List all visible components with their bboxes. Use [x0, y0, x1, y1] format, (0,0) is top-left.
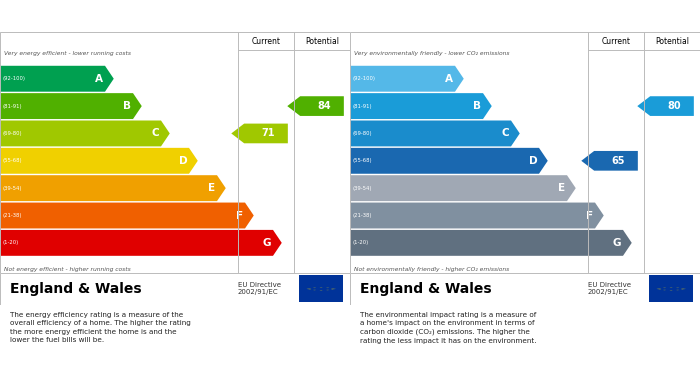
- Text: D: D: [178, 156, 188, 166]
- Text: F: F: [586, 210, 594, 221]
- FancyBboxPatch shape: [650, 276, 693, 302]
- Text: Very energy efficient - lower running costs: Very energy efficient - lower running co…: [4, 51, 130, 56]
- Text: Not energy efficient - higher running costs: Not energy efficient - higher running co…: [4, 267, 130, 272]
- Polygon shape: [0, 120, 170, 146]
- Text: Very environmentally friendly - lower CO₂ emissions: Very environmentally friendly - lower CO…: [354, 51, 509, 56]
- Polygon shape: [350, 148, 547, 174]
- Text: (55-68): (55-68): [3, 158, 22, 163]
- Text: The energy efficiency rating is a measure of the
overall efficiency of a home. T: The energy efficiency rating is a measur…: [10, 312, 191, 343]
- Text: (39-54): (39-54): [353, 186, 372, 191]
- Text: A: A: [445, 74, 454, 84]
- Text: Energy Efficiency Rating: Energy Efficiency Rating: [7, 9, 169, 23]
- Polygon shape: [350, 230, 631, 256]
- Polygon shape: [350, 175, 575, 201]
- Text: B: B: [123, 101, 132, 111]
- Text: Current: Current: [601, 37, 631, 46]
- Text: (92-100): (92-100): [353, 76, 376, 81]
- Text: EU Directive
2002/91/EC: EU Directive 2002/91/EC: [238, 282, 281, 296]
- Text: The environmental impact rating is a measure of
a home's impact on the environme: The environmental impact rating is a mea…: [360, 312, 537, 344]
- Polygon shape: [0, 93, 141, 119]
- Polygon shape: [0, 230, 281, 256]
- Text: Potential: Potential: [655, 37, 689, 46]
- Text: (21-38): (21-38): [3, 213, 22, 218]
- Text: (69-80): (69-80): [3, 131, 22, 136]
- Text: (1-20): (1-20): [353, 240, 369, 246]
- Text: C: C: [502, 129, 510, 138]
- Text: (92-100): (92-100): [3, 76, 26, 81]
- Text: Environmental Impact (CO₂) Rating: Environmental Impact (CO₂) Rating: [357, 9, 589, 23]
- Text: F: F: [236, 210, 244, 221]
- Text: Potential: Potential: [305, 37, 339, 46]
- Text: (39-54): (39-54): [3, 186, 22, 191]
- Text: 65: 65: [611, 156, 625, 166]
- Text: G: G: [262, 238, 272, 248]
- Text: (81-91): (81-91): [3, 104, 22, 109]
- Text: G: G: [612, 238, 622, 248]
- Text: England & Wales: England & Wales: [360, 282, 492, 296]
- Text: Not environmentally friendly - higher CO₂ emissions: Not environmentally friendly - higher CO…: [354, 267, 509, 272]
- Text: E: E: [208, 183, 216, 193]
- Text: (81-91): (81-91): [353, 104, 372, 109]
- Text: Current: Current: [251, 37, 281, 46]
- Polygon shape: [231, 124, 288, 143]
- Polygon shape: [0, 148, 198, 174]
- Text: (1-20): (1-20): [3, 240, 19, 246]
- Polygon shape: [287, 96, 344, 116]
- Text: 71: 71: [261, 129, 275, 138]
- FancyBboxPatch shape: [300, 276, 343, 302]
- Text: D: D: [528, 156, 538, 166]
- Polygon shape: [581, 151, 638, 170]
- Polygon shape: [350, 120, 519, 146]
- Text: E: E: [558, 183, 566, 193]
- Text: England & Wales: England & Wales: [10, 282, 142, 296]
- Polygon shape: [350, 203, 603, 228]
- Polygon shape: [350, 93, 491, 119]
- Text: (21-38): (21-38): [353, 213, 372, 218]
- Text: B: B: [473, 101, 482, 111]
- Text: A: A: [95, 74, 104, 84]
- Polygon shape: [0, 175, 225, 201]
- Text: (69-80): (69-80): [353, 131, 372, 136]
- Text: (55-68): (55-68): [353, 158, 372, 163]
- Polygon shape: [637, 96, 694, 116]
- Text: 80: 80: [667, 101, 681, 111]
- Polygon shape: [0, 203, 253, 228]
- Polygon shape: [0, 66, 113, 92]
- Text: C: C: [152, 129, 160, 138]
- Polygon shape: [350, 66, 463, 92]
- Text: 84: 84: [317, 101, 331, 111]
- Text: EU Directive
2002/91/EC: EU Directive 2002/91/EC: [588, 282, 631, 296]
